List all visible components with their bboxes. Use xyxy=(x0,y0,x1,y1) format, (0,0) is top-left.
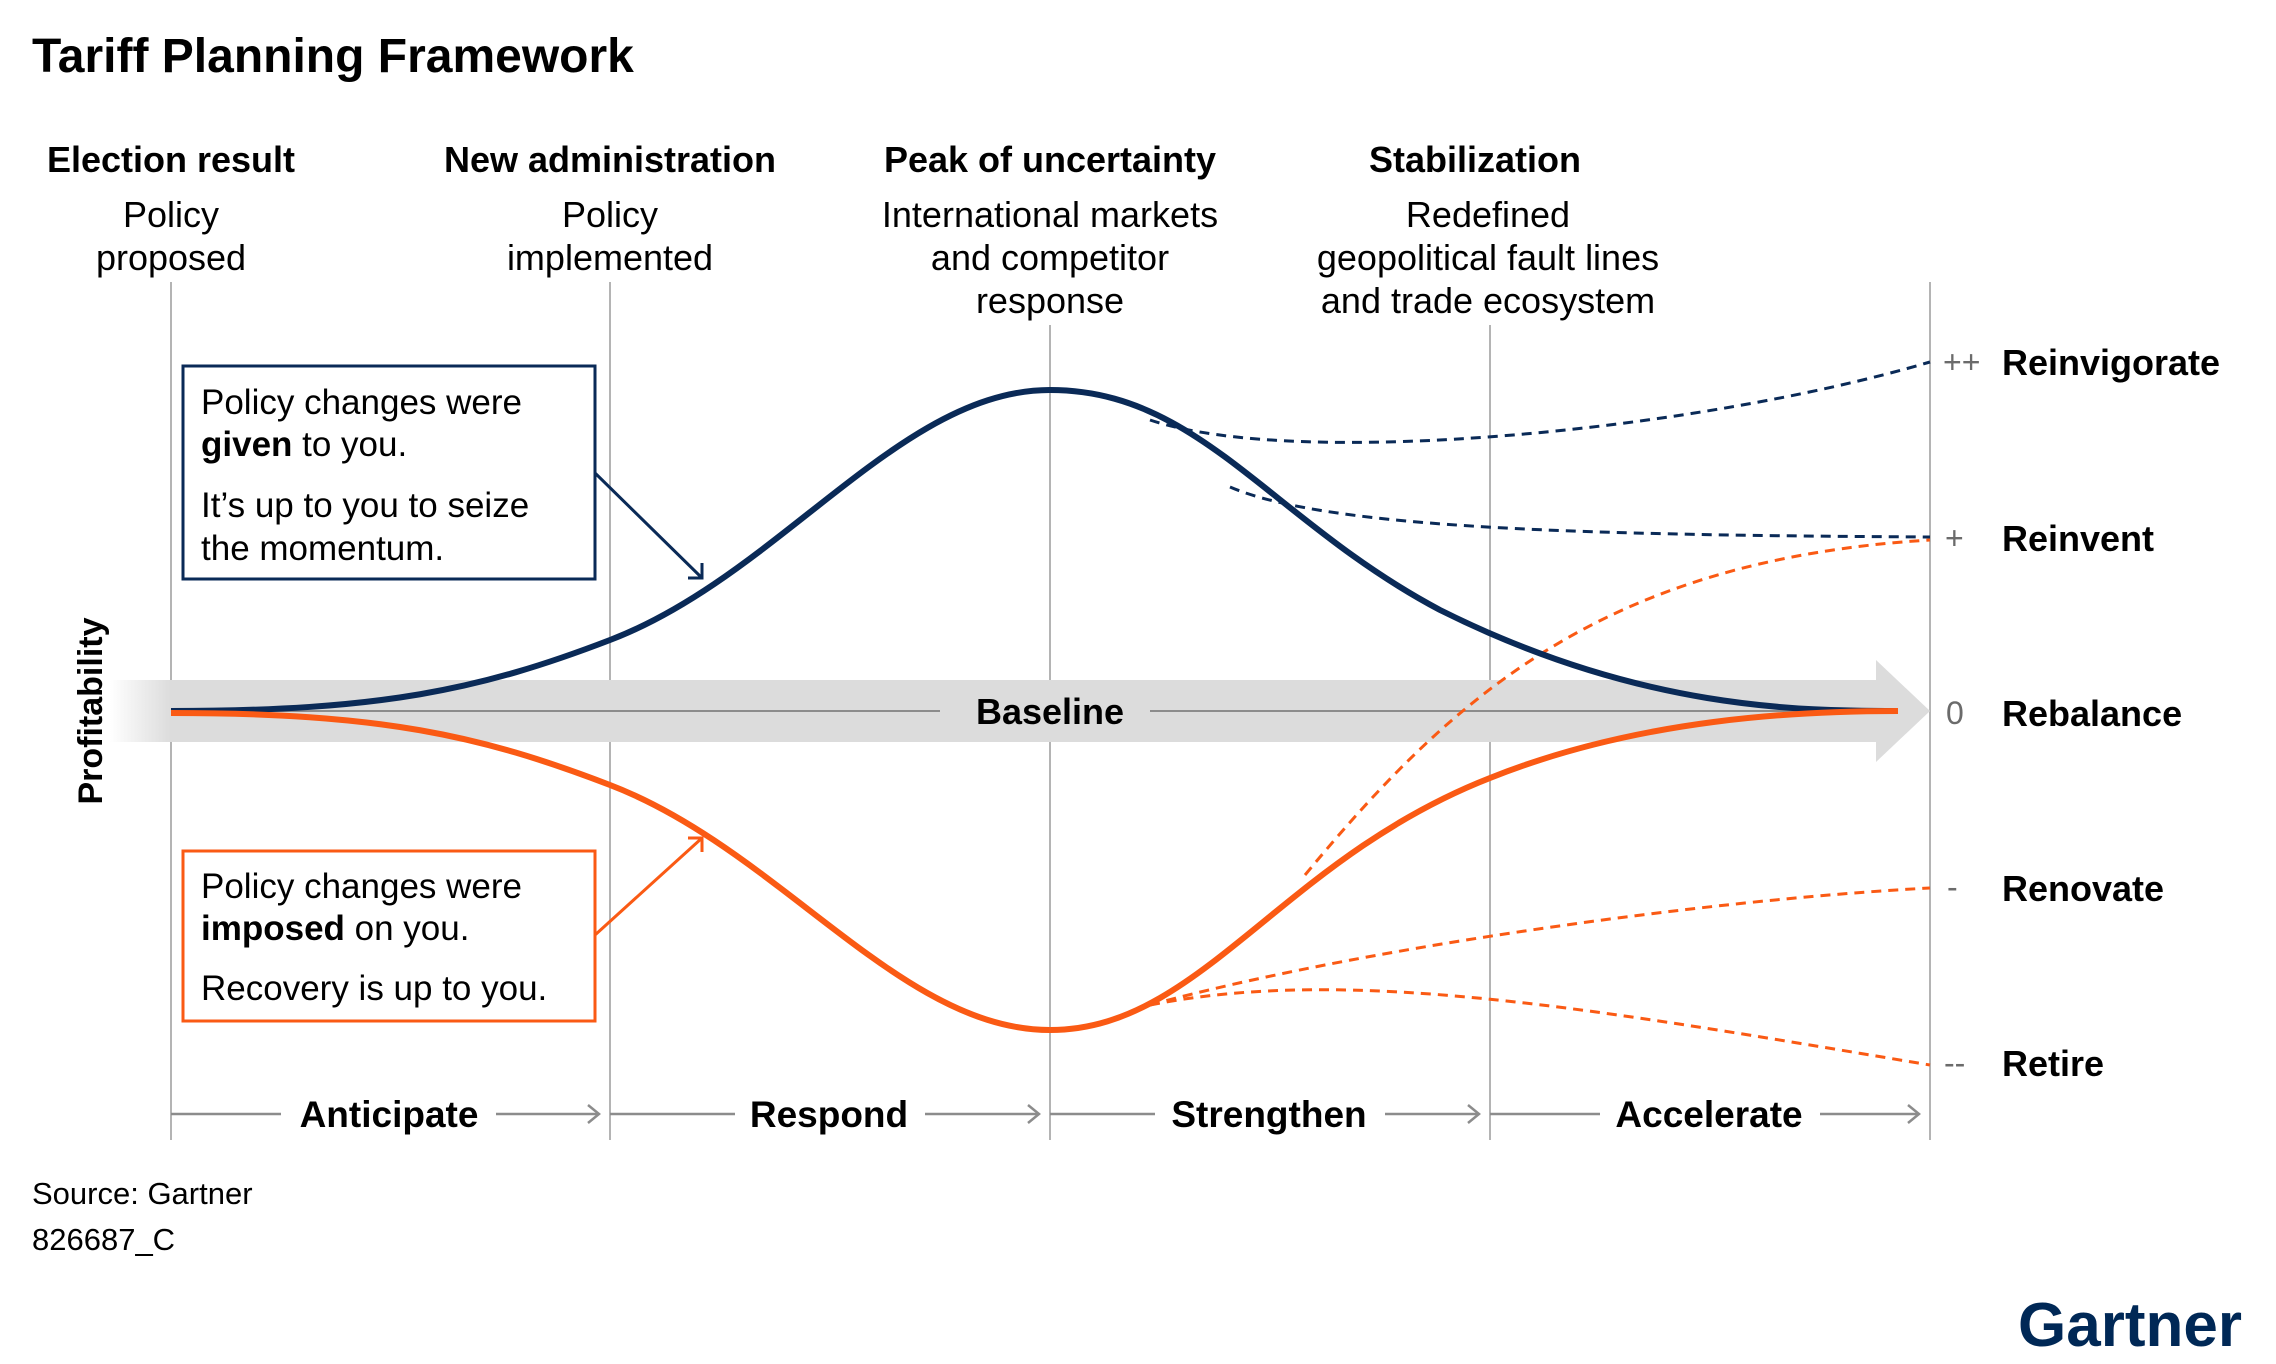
outcome-symbol: -- xyxy=(1944,1045,1965,1081)
callout-text: Policy changes were xyxy=(201,383,522,422)
phase-heading-3: Peak of uncertainty xyxy=(884,139,1216,180)
callout-text: Recovery is up to you. xyxy=(201,969,547,1008)
stage-anticipate: Anticipate xyxy=(300,1094,479,1135)
stage-accelerate: Accelerate xyxy=(1615,1094,1802,1135)
phase-line: proposed xyxy=(96,237,246,278)
outcome-symbol: 0 xyxy=(1946,695,1964,731)
phase-headers: Election result Policy proposed New admi… xyxy=(47,139,1659,321)
downside-curve xyxy=(170,708,1899,1034)
phase-line: geopolitical fault lines xyxy=(1317,237,1659,278)
phase-line: implemented xyxy=(507,237,713,278)
y-axis-label: Profitability xyxy=(72,617,110,804)
phase-line: Policy xyxy=(562,194,658,235)
callout-given: Policy changes were given to you. It’s u… xyxy=(181,364,704,581)
phase-heading-4: Stabilization xyxy=(1369,139,1581,180)
callout-text: imposed on you. xyxy=(201,909,469,948)
phase-heading-2: New administration xyxy=(444,139,776,180)
path-reinvigorate xyxy=(1149,360,1931,444)
gartner-logo: Gartner xyxy=(2018,1291,2242,1360)
outcomes: ++ Reinvigorate + Reinvent 0 Rebalance -… xyxy=(1943,342,2220,1084)
phase-heading-1: Election result xyxy=(47,139,295,180)
stage-labels: Anticipate Respond Strengthen Accelerate xyxy=(300,1094,1803,1135)
upside-curve xyxy=(170,386,1899,714)
outcome-symbol: - xyxy=(1947,869,1958,905)
callout-text: Policy changes were xyxy=(201,867,522,906)
path-reinvent-recovery xyxy=(1303,538,1931,876)
outcome-reinvent: Reinvent xyxy=(2002,518,2154,559)
downside-paths xyxy=(1149,538,1931,1067)
phase-line: International markets xyxy=(882,194,1218,235)
path-retire xyxy=(1149,988,1931,1067)
phase-line: response xyxy=(976,280,1124,321)
outcome-rebalance: Rebalance xyxy=(2002,693,2182,734)
callout-text: the momentum. xyxy=(201,529,444,568)
stage-strengthen: Strengthen xyxy=(1171,1094,1366,1135)
callout-text: given to you. xyxy=(201,425,407,464)
outcome-retire: Retire xyxy=(2002,1043,2104,1084)
phase-line: Redefined xyxy=(1406,194,1570,235)
callout-imposed: Policy changes were imposed on you. Reco… xyxy=(181,836,704,1023)
outcome-symbol: + xyxy=(1945,520,1964,556)
page-title: Tariff Planning Framework xyxy=(32,30,634,83)
phase-line: and competitor xyxy=(931,237,1169,278)
stage-respond: Respond xyxy=(750,1094,908,1135)
phase-line: and trade ecosystem xyxy=(1321,280,1655,321)
baseline-arrow: Baseline xyxy=(110,660,1930,762)
upside-paths xyxy=(1149,360,1931,539)
outcome-renovate: Renovate xyxy=(2002,868,2164,909)
callout-text: It’s up to you to seize xyxy=(201,486,529,525)
phase-line: Policy xyxy=(123,194,219,235)
outcome-reinvigorate: Reinvigorate xyxy=(2002,342,2220,383)
figure-code: 826687_C xyxy=(32,1222,175,1257)
outcome-symbol: ++ xyxy=(1943,344,1980,380)
path-reinvent xyxy=(1229,485,1931,539)
source-note: Source: Gartner xyxy=(32,1176,253,1211)
baseline-label: Baseline xyxy=(976,691,1124,732)
stage-arrows xyxy=(171,1104,1921,1124)
path-renovate xyxy=(1149,886,1931,1007)
